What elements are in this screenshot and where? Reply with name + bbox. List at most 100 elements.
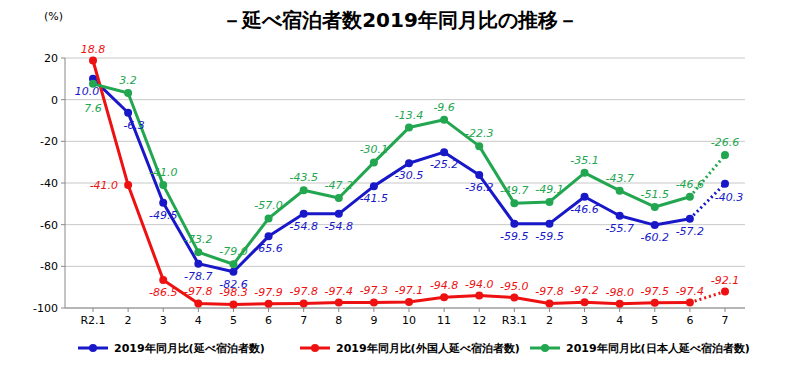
x-tick-label: 7	[722, 314, 729, 327]
grid-line	[65, 308, 745, 309]
data-label: -49.7	[500, 184, 528, 197]
x-tick	[373, 308, 374, 312]
x-tick	[584, 308, 585, 312]
series-marker	[335, 210, 343, 218]
series-line	[93, 61, 690, 305]
legend-marker	[89, 344, 97, 352]
data-label: -60.2	[641, 231, 669, 244]
x-tick-label: R2.1	[80, 314, 105, 327]
plot-marks	[89, 57, 729, 309]
grid-line	[65, 99, 745, 100]
x-tick-label: 4	[195, 314, 202, 327]
series-marker	[651, 221, 659, 229]
x-tick-label: 5	[651, 314, 658, 327]
series-marker	[124, 181, 132, 189]
series-marker	[651, 203, 659, 211]
x-tick	[268, 308, 269, 312]
series-marker	[545, 299, 553, 307]
series-marker	[370, 158, 378, 166]
series-marker	[686, 193, 694, 201]
y-tick	[61, 266, 65, 267]
x-tick-label: 9	[370, 314, 377, 327]
grid-line	[65, 141, 745, 142]
series-marker	[159, 181, 167, 189]
data-label: -46.6	[570, 203, 598, 216]
series-marker	[194, 299, 202, 307]
series-marker	[229, 268, 237, 276]
series-marker	[370, 298, 378, 306]
data-label: -35.1	[570, 154, 598, 167]
y-axis	[65, 58, 66, 308]
x-tick-label: 3	[581, 314, 588, 327]
series-line	[93, 79, 690, 272]
data-label: -78.7	[184, 270, 212, 283]
y-tick-label: -80	[40, 260, 58, 273]
data-label: -41.0	[149, 166, 177, 179]
y-axis-label: (%)	[44, 10, 63, 23]
x-tick-label: 2	[125, 314, 132, 327]
series-marker	[686, 299, 694, 307]
title: －延べ宿泊者数2019年同月比の推移－	[222, 8, 578, 32]
series-marker	[651, 299, 659, 307]
data-label: -86.5	[149, 286, 177, 299]
data-label: -40.3	[715, 191, 743, 204]
series-marker	[265, 232, 273, 240]
data-label: -46.6	[676, 178, 704, 191]
x-tick-label: 12	[472, 314, 486, 327]
x-tick	[128, 308, 129, 312]
data-label: -30.5	[395, 169, 423, 182]
series-marker	[194, 260, 202, 268]
y-tick-label: 0	[51, 94, 58, 107]
x-tick-label: 4	[616, 314, 623, 327]
legend-marker	[541, 344, 549, 352]
x-tick	[233, 308, 234, 312]
y-tick	[61, 183, 65, 184]
x-tick-label: 11	[437, 314, 451, 327]
series-marker	[300, 210, 308, 218]
data-label: -97.4	[325, 285, 353, 298]
series-line	[93, 84, 690, 264]
data-label: -49.1	[535, 183, 563, 196]
series-marker	[581, 193, 589, 201]
series-marker	[440, 148, 448, 156]
data-label: -41.0	[90, 179, 118, 192]
series-marker	[686, 215, 694, 223]
series-marker	[405, 159, 413, 167]
series-marker	[265, 214, 273, 222]
legend-label: 2019年同月比(延べ宿泊者数)	[114, 342, 265, 355]
series-marker	[124, 89, 132, 97]
data-label: -97.1	[395, 284, 423, 297]
data-label: -26.6	[711, 136, 739, 149]
data-label: -22.3	[465, 127, 493, 140]
x-tick	[514, 308, 515, 312]
series-marker	[721, 151, 729, 159]
x-tick-label: 2	[546, 314, 553, 327]
series-marker	[440, 293, 448, 301]
data-label: -54.8	[325, 220, 353, 233]
x-tick-label: 6	[265, 314, 272, 327]
data-label: -51.5	[641, 188, 669, 201]
y-tick-label: -40	[40, 177, 58, 190]
data-label: 10.0	[75, 85, 100, 98]
series-marker	[616, 212, 624, 220]
data-label: -97.8	[535, 285, 563, 298]
x-tick-label: R3.1	[502, 314, 527, 327]
x-tick	[409, 308, 410, 312]
series-marker	[475, 171, 483, 179]
y-tick-label: -100	[33, 302, 58, 315]
x-tick	[163, 308, 164, 312]
series-marker	[545, 198, 553, 206]
data-label: -9.6	[433, 101, 454, 114]
data-label: -54.8	[289, 220, 317, 233]
data-label: -97.3	[360, 284, 388, 297]
data-label: -55.7	[605, 222, 633, 235]
series-marker	[581, 169, 589, 177]
data-label: -49.5	[149, 209, 177, 222]
data-label: -59.5	[535, 230, 563, 243]
data-label: -36.2	[465, 181, 493, 194]
series-marker	[616, 300, 624, 308]
x-tick	[93, 308, 94, 312]
data-labels: 10.0-6.3-49.5-78.7-82.6-65.6-54.8-54.8-4…	[75, 43, 743, 300]
x-tick	[444, 308, 445, 312]
series-marker	[229, 260, 237, 268]
